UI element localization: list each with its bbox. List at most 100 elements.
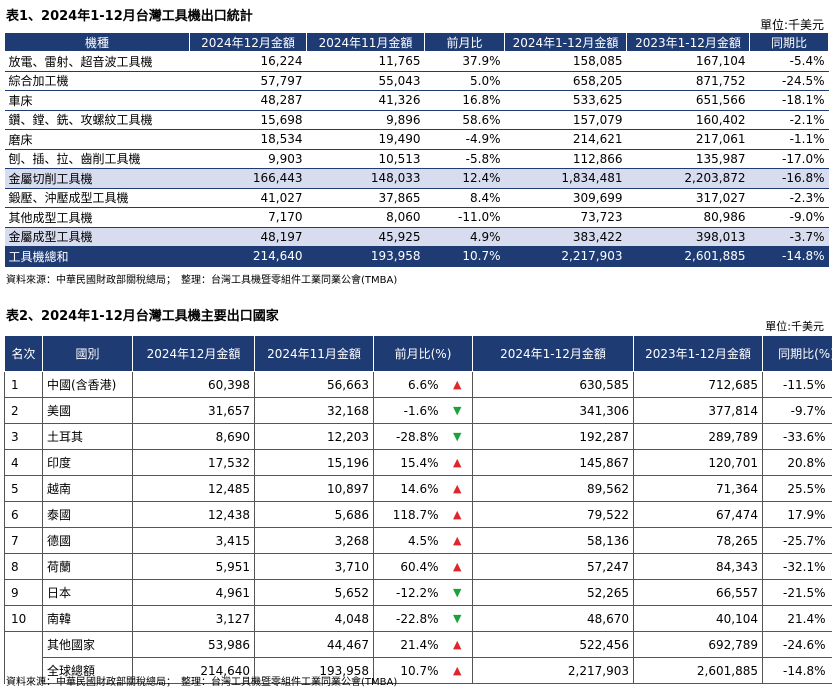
export-countries-table: 名次 國別 2024年12月金額 2024年11月金額 前月比(%) 2024年1-12月… [4,335,832,684]
column-header: 2023年1-12月金額 [626,32,750,52]
machine-type-cell: 金屬成型工具機 [4,227,190,247]
country-cell: 越南 [42,475,133,502]
value-cell: 32,168 [254,397,374,424]
value-cell: 398,013 [626,227,750,247]
value-cell: 12,438 [132,501,255,528]
value-cell: 341,306 [472,397,634,424]
value-cell: 58,136 [472,527,634,554]
table2-unit: 單位:千美元 [765,320,824,333]
value-cell: 148,033 [306,168,425,189]
value-cell: 16.8% [424,90,505,111]
mom-cell: 14.6% [373,475,443,502]
country-cell: 全球總額 [42,657,133,684]
value-cell: 5.0% [424,71,505,91]
yoy-cell: 17.9% [762,501,830,528]
value-cell: -24.5% [749,71,829,91]
yoy-cell: -32.1% [762,553,830,580]
value-cell: 383,422 [504,227,627,247]
rank-cell: 9 [4,579,43,606]
value-cell: 7,170 [189,207,307,228]
table-row: 1 中國(含香港) 60,398 56,663 6.6% ▲ 630,585 712,685-… [4,371,832,398]
table-row: 綜合加工機 57,797 55,043 5.0% 658,205 871,752 -24.5… [4,71,829,91]
value-cell: -2.1% [749,110,829,130]
machine-type-cell: 鍛壓、沖壓成型工具機 [4,188,190,208]
rank-cell: 3 [4,423,43,450]
down-triangle-icon: ▼ [442,605,473,632]
value-cell: 67,474 [633,501,763,528]
down-triangle-icon: ▼ [829,657,832,684]
value-cell: 214,640 [132,657,255,684]
value-cell: 3,415 [132,527,255,554]
export-stats-table: 機種 2024年12月金額 2024年11月金額 前月比 2024年1-12月金額 202… [4,32,829,267]
value-cell: 31,657 [132,397,255,424]
value-cell: 37,865 [306,188,425,208]
mom-cell: 60.4% [373,553,443,580]
up-triangle-icon: ▲ [442,449,473,476]
value-cell: 9,903 [189,149,307,169]
value-cell: 55,043 [306,71,425,91]
value-cell: 10,513 [306,149,425,169]
value-cell: 45,925 [306,227,425,247]
value-cell: 3,710 [254,553,374,580]
value-cell: 214,621 [504,129,627,150]
value-cell: 12.4% [424,168,505,189]
yoy-cell: 25.5% [762,475,830,502]
value-cell: 58.6% [424,110,505,130]
up-triangle-icon: ▲ [442,657,473,684]
country-cell: 南韓 [42,605,133,632]
table-row: 車床 48,287 41,326 16.8% 533,625 651,566 -18.1% [4,90,829,111]
value-cell: 166,443 [189,168,307,189]
table1-unit: 單位:千美元 [759,18,824,32]
value-cell: -1.1% [749,129,829,150]
value-cell: 2,217,903 [504,246,627,267]
value-cell: 17,532 [132,449,255,476]
mom-cell: 6.6% [373,371,443,398]
down-triangle-icon: ▼ [442,397,473,424]
value-cell: 10,897 [254,475,374,502]
value-cell: 5,686 [254,501,374,528]
value-cell: 8.4% [424,188,505,208]
country-cell: 土耳其 [42,423,133,450]
machine-type-cell: 綜合加工機 [4,71,190,91]
value-cell: 712,685 [633,371,763,398]
value-cell: -2.3% [749,188,829,208]
mom-cell: 4.5% [373,527,443,554]
machine-type-cell: 放電、雷射、超音波工具機 [4,51,190,72]
value-cell: 193,958 [254,657,374,684]
table-row: 3 土耳其 8,690 12,203 -28.8% ▼ 192,287 289,789 -33.… [4,423,832,450]
value-cell: -9.0% [749,207,829,228]
value-cell: 2,601,885 [626,246,750,267]
column-header: 2024年11月金額 [306,32,425,52]
value-cell: -17.0% [749,149,829,169]
value-cell: 78,265 [633,527,763,554]
value-cell: 157,079 [504,110,627,130]
value-cell: 522,456 [472,631,634,658]
rank-cell: 8 [4,553,43,580]
column-header: 前月比 [424,32,505,52]
value-cell: 73,723 [504,207,627,228]
value-cell: 158,085 [504,51,627,72]
table2-title: 表2、2024年1-12月台灣工具機主要出口國家 [6,309,279,324]
down-triangle-icon: ▼ [442,579,473,606]
up-triangle-icon: ▲ [442,553,473,580]
column-header: 前月比(%) [373,335,473,372]
value-cell: 193,958 [306,246,425,267]
rank-cell [4,631,43,658]
column-header: 同期比 [749,32,829,52]
value-cell: 84,343 [633,553,763,580]
country-cell: 荷蘭 [42,553,133,580]
value-cell: 3,127 [132,605,255,632]
table2-source: 資料來源：中華民國財政部關稅總局； 整理：台灣工具機暨零組件工業同業公會(TMB… [6,677,398,688]
up-triangle-icon: ▲ [442,527,473,554]
value-cell: 48,197 [189,227,307,247]
rank-cell: 5 [4,475,43,502]
up-triangle-icon: ▲ [442,475,473,502]
rank-cell: 10 [4,605,43,632]
table1-title: 表1、2024年1-12月台灣工具機出口統計 [6,9,253,24]
value-cell: 871,752 [626,71,750,91]
value-cell: 8,690 [132,423,255,450]
value-cell: 533,625 [504,90,627,111]
country-cell: 印度 [42,449,133,476]
value-cell: 66,557 [633,579,763,606]
value-cell: 630,585 [472,371,634,398]
